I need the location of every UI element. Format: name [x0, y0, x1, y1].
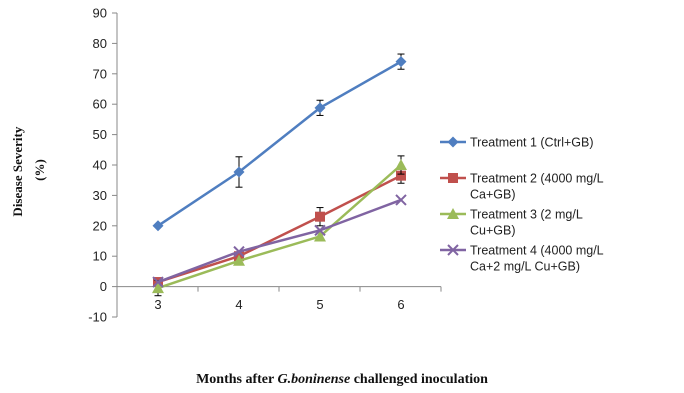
legend-label: Treatment 2 (4000 mg/L	[470, 172, 604, 186]
y-tick-label: 90	[93, 6, 107, 21]
data-point	[152, 282, 164, 294]
data-point	[315, 211, 325, 222]
x-axis-title-suffix: challenged inoculation	[350, 372, 488, 387]
y-axis-title: Disease Severity (%)	[10, 123, 47, 216]
series-line	[157, 174, 402, 284]
legend-label: Treatment 1 (Ctrl+GB)	[470, 136, 594, 150]
y-tick-label: 70	[93, 66, 107, 81]
series-line	[157, 164, 402, 290]
y-tick-label: 20	[93, 218, 107, 233]
y-tick-label: 10	[93, 249, 107, 264]
legend-label: Cu+GB)	[470, 224, 516, 238]
legend-label: Ca+2 mg/L Cu+GB)	[470, 260, 580, 274]
y-axis: -10 0 10 20 30 40 50 60 70 80 90	[88, 6, 118, 325]
y-tick-label: 80	[93, 36, 107, 51]
series-4	[152, 194, 407, 288]
x-axis-title-prefix: Months after	[196, 372, 278, 387]
series-1	[152, 53, 407, 232]
x-tick-label: 3	[154, 297, 161, 312]
series-layer	[152, 53, 407, 297]
y-tick-label: 60	[93, 97, 107, 112]
y-tick-label: 30	[93, 188, 107, 203]
data-point	[395, 159, 407, 170]
legend-label: Ca+GB)	[470, 188, 516, 202]
data-point	[314, 230, 326, 242]
y-tick-label: -10	[88, 310, 107, 325]
legend-marker	[448, 173, 458, 183]
x-tick-label: 4	[235, 297, 242, 312]
series-line	[157, 60, 402, 227]
y-axis-title-unit: (%)	[32, 159, 47, 181]
series-line	[157, 198, 402, 284]
data-point	[396, 170, 406, 181]
legend-marker	[447, 136, 459, 148]
legend-item-4: Treatment 4 (4000 mg/L Ca+2 mg/L Cu+GB)	[440, 244, 604, 274]
legend-label: Treatment 4 (4000 mg/L	[470, 244, 604, 258]
x-tick-label: 6	[397, 297, 404, 312]
legend-marker	[447, 244, 459, 256]
x-axis-title-italic: G.boninense	[277, 372, 351, 387]
y-tick-label: 0	[100, 279, 107, 294]
data-point	[152, 220, 164, 232]
y-tick-label: 40	[93, 158, 107, 173]
data-point	[152, 276, 164, 288]
data-point	[395, 56, 407, 68]
legend: Treatment 1 (Ctrl+GB) Treatment 2 (4000 m…	[440, 136, 604, 274]
data-point	[233, 245, 245, 258]
line-chart: -10 0 10 20 30 40 50 60 70 80 90 3 4 5 6 Treatment 1 …	[10, 6, 604, 325]
legend-item-3: Treatment 3 (2 mg/L Cu+GB)	[440, 208, 583, 238]
y-tick-label: 50	[93, 127, 107, 142]
x-axis-title: Months after G.boninense challenged inoc…	[0, 372, 684, 388]
data-point	[233, 254, 245, 266]
legend-item-1: Treatment 1 (Ctrl+GB)	[440, 136, 594, 150]
data-point	[314, 224, 326, 237]
legend-item-2: Treatment 2 (4000 mg/L Ca+GB)	[440, 172, 604, 202]
data-point	[314, 102, 326, 114]
x-tick-label: 5	[316, 297, 323, 312]
data-point	[233, 166, 245, 178]
legend-marker	[447, 208, 459, 219]
series-3	[152, 155, 407, 297]
x-axis: 3 4 5 6	[116, 286, 442, 312]
data-point	[395, 194, 407, 206]
legend-label: Treatment 3 (2 mg/L	[470, 208, 583, 222]
